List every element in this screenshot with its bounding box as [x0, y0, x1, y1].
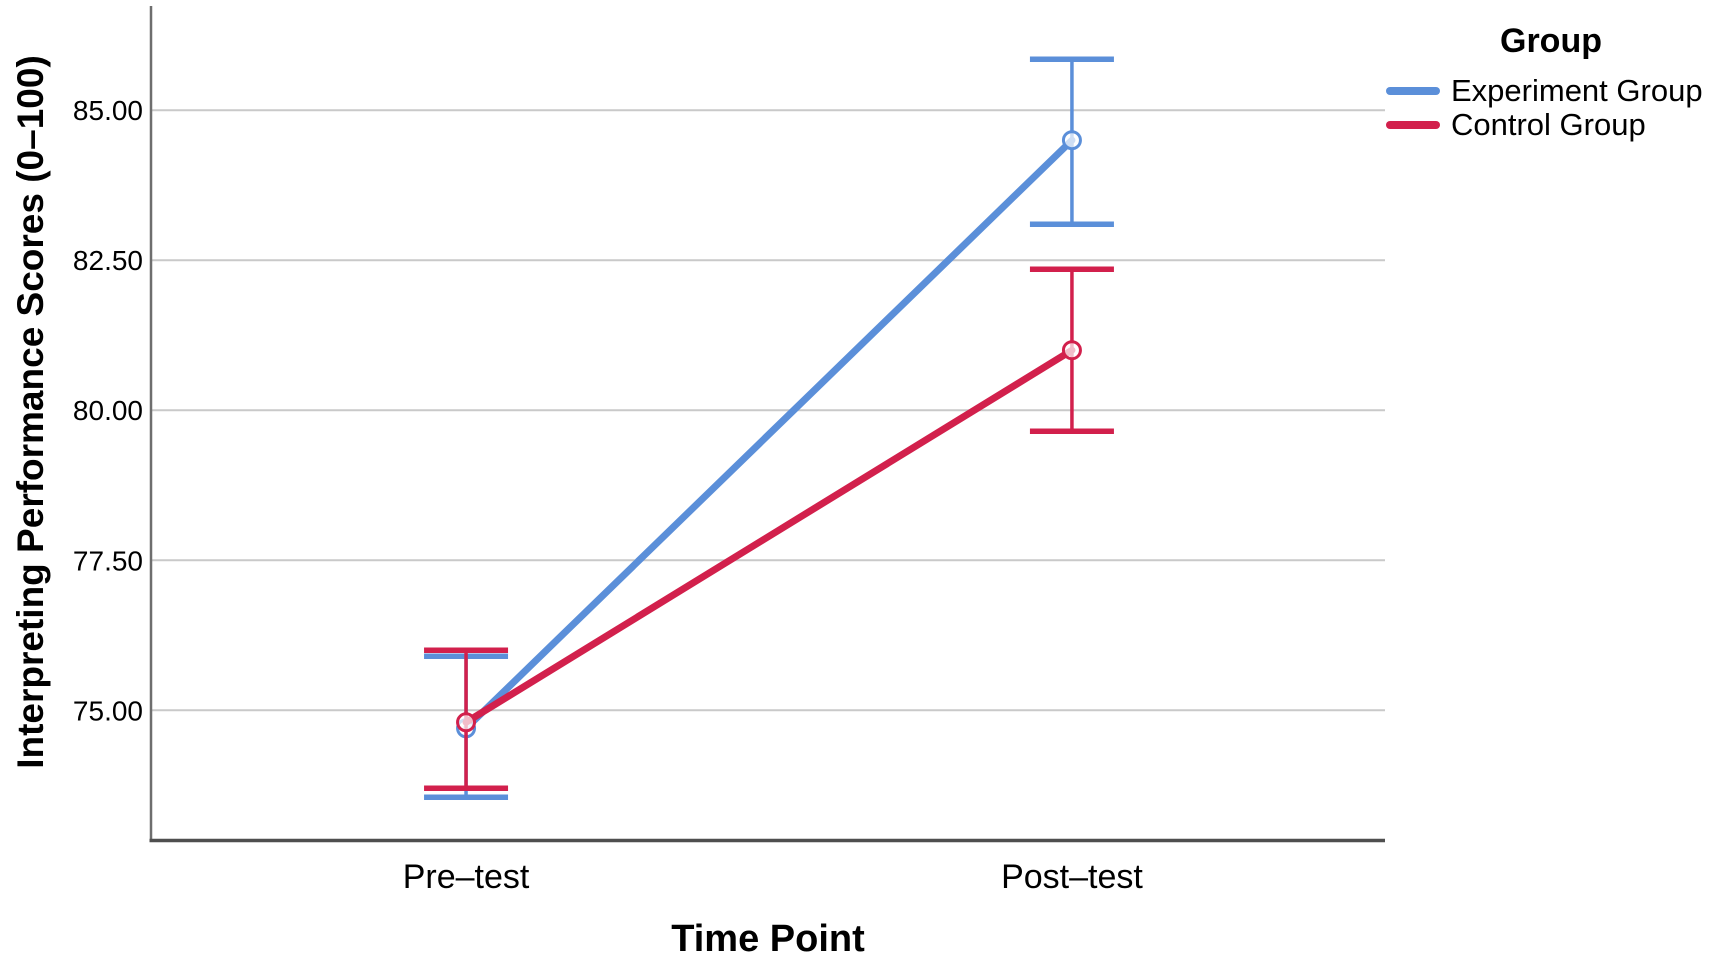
- y-tick-label: 82.50: [73, 245, 143, 276]
- x-tick-label-pre-test: Pre–test: [403, 858, 530, 896]
- experiment-group-line: [462, 136, 1076, 732]
- experiment-group-marker: [1061, 130, 1082, 151]
- x-axis-title: Time Point: [671, 918, 865, 960]
- y-tick-label: 85.00: [73, 95, 143, 126]
- y-tick-label: 80.00: [73, 395, 143, 426]
- legend-title: Group: [1500, 22, 1602, 60]
- control-group-marker: [456, 712, 477, 733]
- legend-item-experiment-group: Experiment Group: [1386, 73, 1712, 108]
- y-tick-label: 77.50: [73, 545, 143, 576]
- legend: Group Experiment Group Control Group: [1386, 22, 1712, 142]
- legend-items: Experiment Group Control Group: [1386, 73, 1712, 142]
- y-tick-label: 75.00: [73, 695, 143, 726]
- x-tick-label-post-test: Post–test: [1001, 858, 1143, 896]
- control-group-swatch-icon: [1386, 121, 1440, 129]
- legend-item-control-group: Control Group: [1386, 107, 1712, 142]
- control-group-marker: [1061, 340, 1082, 361]
- y-axis-title: Interpreting Performance Scores (0–100): [10, 55, 51, 769]
- legend-label-control-group: Control Group: [1451, 107, 1646, 142]
- legend-label-experiment-group: Experiment Group: [1451, 73, 1703, 108]
- experiment-group-swatch-icon: [1386, 87, 1440, 95]
- control-group-line: [462, 346, 1076, 726]
